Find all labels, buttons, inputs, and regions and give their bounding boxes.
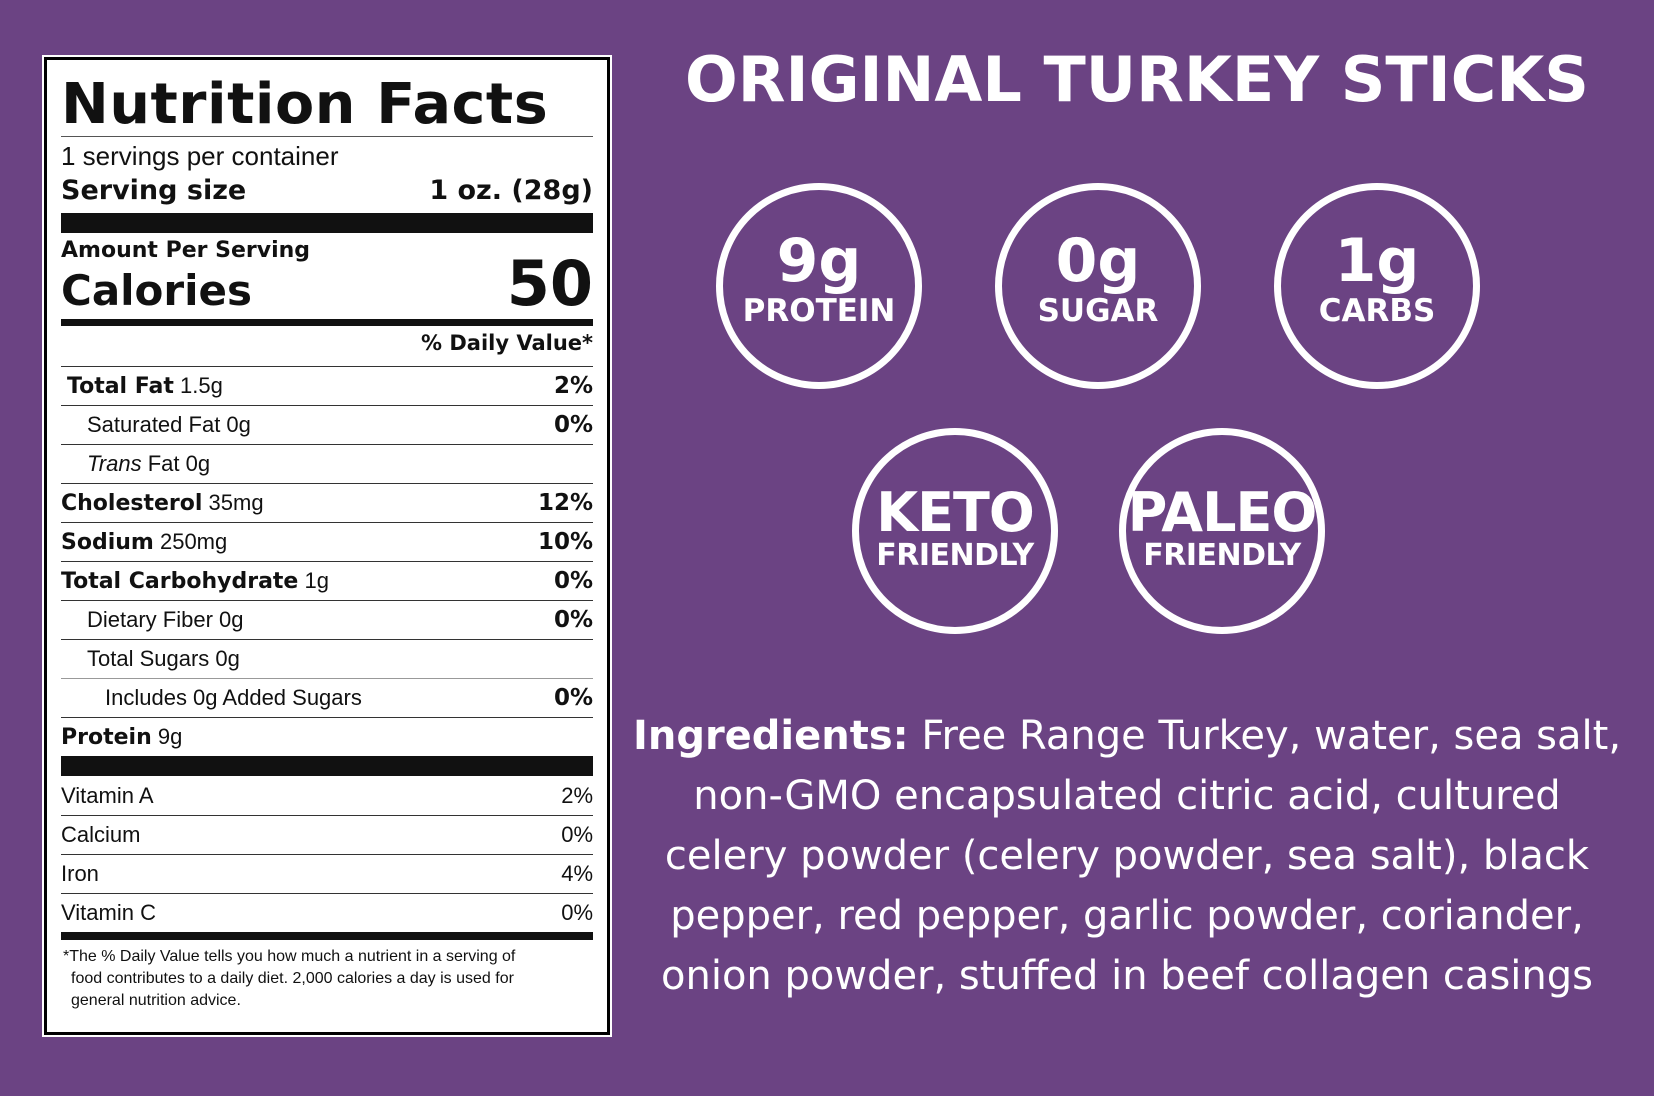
vitamin-name: Iron [61, 861, 99, 886]
vitamin-name: Vitamin A [61, 782, 154, 808]
nutrition-facts-label: Nutrition Facts 1 servings per container… [42, 55, 612, 1037]
footnote-line: food contributes to a daily diet. 2,000 … [71, 970, 514, 987]
calories-row: Calories 50 [61, 253, 593, 315]
nutrient-amount: 250mg [159, 529, 228, 554]
nutrient-name: Includes 0g Added Sugars [105, 685, 362, 710]
nutrient-dv: 0% [553, 412, 593, 438]
nutrient-amount: 35mg [208, 490, 264, 515]
nutrient-row-saturated-fat: Saturated Fat 0g 0% [61, 405, 593, 444]
badge-value: 0g [1055, 226, 1141, 296]
badge-label: CARBS [1318, 293, 1436, 329]
product-title: ORIGINAL TURKEY STICKS [685, 43, 1589, 116]
ingredients-text: Free Range Turkey, water, sea salt, [921, 713, 1622, 759]
footnote-line: general nutrition advice. [71, 992, 241, 1009]
medium-divider [61, 932, 593, 940]
vitamin-name: Calcium [61, 822, 141, 847]
amount-per-serving: Amount Per Serving [61, 238, 311, 263]
nutrient-row-added-sugars: Includes 0g Added Sugars 0% [61, 678, 593, 717]
nutrient-amount: 1.5g [180, 373, 223, 398]
daily-value-footnote: *The % Daily Value tells you how much a … [61, 946, 593, 1012]
vitamin-dv: 2% [561, 782, 593, 808]
medium-divider [61, 319, 593, 326]
serving-size-row: Serving size 1 oz. (28g) [61, 173, 593, 209]
nutrient-row-protein: Protein 9g [61, 717, 593, 756]
calories-value: 50 [506, 247, 593, 320]
badge-value: 9g [776, 226, 862, 296]
nutrient-name: Total Fat [67, 374, 174, 399]
vitamin-dv: 0% [561, 900, 593, 925]
nutrient-dv: 2% [553, 373, 593, 399]
nutrient-amount: 1g [304, 568, 329, 593]
badge-label: PROTEIN [742, 293, 896, 329]
nutrient-row-cholesterol: Cholesterol 35mg 12% [61, 483, 593, 522]
ingredients-line: onion powder, stuffed in beef collagen c… [661, 953, 1593, 999]
vitamin-row-vitamin-a: Vitamin A 2% [61, 776, 593, 815]
nutrient-name: Total Carbohydrate [61, 569, 299, 594]
ingredients-line: non-GMO encapsulated citric acid, cultur… [693, 773, 1561, 819]
sugar-badge: 0g SUGAR [995, 183, 1201, 389]
nutrient-row-total-carbohydrate: Total Carbohydrate 1g 0% [61, 561, 593, 600]
calories-label: Calories [61, 266, 253, 315]
carbs-badge: 1g CARBS [1274, 183, 1480, 389]
badge-title: PALEO [1127, 481, 1318, 544]
nutrient-row-trans-fat: Trans Fat 0g [61, 444, 593, 483]
badge-label: SUGAR [1037, 293, 1159, 329]
nutrient-name: Protein [61, 725, 152, 750]
serving-size-value: 1 oz. (28g) [429, 175, 593, 206]
nutrient-name-italic: Trans [87, 451, 142, 476]
nutrient-name: Sodium [61, 530, 154, 555]
ingredients-line: Ingredients: Free Range Turkey, water, s… [612, 706, 1642, 766]
nutrient-name: Fat 0g [147, 451, 211, 476]
nutrition-facts-title: Nutrition Facts [61, 72, 549, 137]
footnote-line: *The % Daily Value tells you how much a … [63, 948, 516, 965]
vitamin-dv: 0% [561, 822, 593, 847]
vitamin-row-calcium: Calcium 0% [61, 815, 593, 854]
nutrient-dv: 0% [553, 568, 593, 594]
ingredients-label: Ingredients: [632, 713, 909, 759]
protein-badge: 9g PROTEIN [716, 183, 922, 389]
nutrient-dv: 10% [537, 529, 593, 555]
badge-label: FRIENDLY [876, 538, 1034, 573]
nutrient-name: Saturated Fat 0g [87, 412, 251, 437]
nutrient-dv: 0% [553, 607, 593, 633]
thick-divider [61, 213, 593, 233]
keto-friendly-badge: KETO FRIENDLY [852, 428, 1058, 634]
nutrient-row-dietary-fiber: Dietary Fiber 0g 0% [61, 600, 593, 639]
badge-label: FRIENDLY [1143, 538, 1301, 573]
vitamin-dv: 4% [561, 861, 593, 886]
badge-value: 1g [1334, 226, 1420, 296]
nutrient-name: Dietary Fiber 0g [87, 607, 244, 632]
nutrient-name: Cholesterol [61, 491, 203, 516]
nutrient-amount: 9g [157, 724, 183, 749]
nutrient-dv: 0% [553, 685, 593, 711]
thick-divider [61, 756, 593, 776]
nutrient-name: Total Sugars 0g [87, 646, 240, 671]
daily-value-header: % Daily Value* [421, 331, 593, 355]
badge-title: KETO [876, 481, 1034, 544]
servings-per-container: 1 servings per container [61, 141, 339, 171]
nutrient-dv: 12% [537, 490, 593, 516]
vitamin-name: Vitamin C [61, 900, 156, 925]
serving-size-label: Serving size [61, 175, 247, 206]
ingredients-line: pepper, red pepper, garlic powder, coria… [670, 893, 1584, 939]
nutrient-row-sodium: Sodium 250mg 10% [61, 522, 593, 561]
vitamin-row-vitamin-c: Vitamin C 0% [61, 893, 593, 932]
nutrient-row-total-fat: Total Fat 1.5g 2% [61, 366, 593, 405]
ingredients-line: celery powder (celery powder, sea salt),… [664, 833, 1590, 879]
ingredients-block: Ingredients: Free Range Turkey, water, s… [612, 706, 1642, 1006]
divider [61, 136, 593, 137]
vitamin-row-iron: Iron 4% [61, 854, 593, 893]
paleo-friendly-badge: PALEO FRIENDLY [1119, 428, 1325, 634]
nutrient-row-total-sugars: Total Sugars 0g [61, 639, 593, 678]
